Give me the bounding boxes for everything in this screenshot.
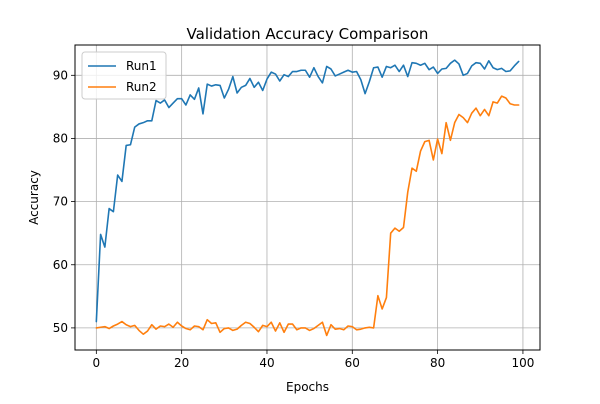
- series-line-run2: [95, 95, 520, 337]
- axis-ticks: 0 20 40 60 80 100 50 60 70 80 90: [53, 68, 535, 370]
- y-tick-label: 60: [53, 258, 68, 272]
- x-tick-label: 40: [259, 356, 274, 370]
- x-tick-label: 60: [345, 356, 360, 370]
- y-tick-label: 90: [53, 68, 68, 82]
- y-tick-label: 50: [53, 321, 68, 335]
- x-axis-label: Epochs: [286, 380, 329, 394]
- legend-label-run2: Run2: [126, 80, 157, 94]
- chart-title: Validation Accuracy Comparison: [187, 25, 429, 43]
- plot-frame: [74, 44, 541, 351]
- series-line-run1: [95, 59, 520, 323]
- x-tick-label: 100: [511, 356, 534, 370]
- series-layer: [95, 59, 520, 337]
- x-tick-label: 0: [93, 356, 101, 370]
- legend: Run1 Run2: [81, 51, 167, 100]
- x-tick-label: 80: [430, 356, 445, 370]
- x-tick-label: 20: [174, 356, 189, 370]
- y-axis-label: Accuracy: [27, 170, 41, 225]
- legend-label-run1: Run1: [126, 59, 157, 73]
- y-tick-label: 80: [53, 131, 68, 145]
- y-tick-label: 70: [53, 195, 68, 209]
